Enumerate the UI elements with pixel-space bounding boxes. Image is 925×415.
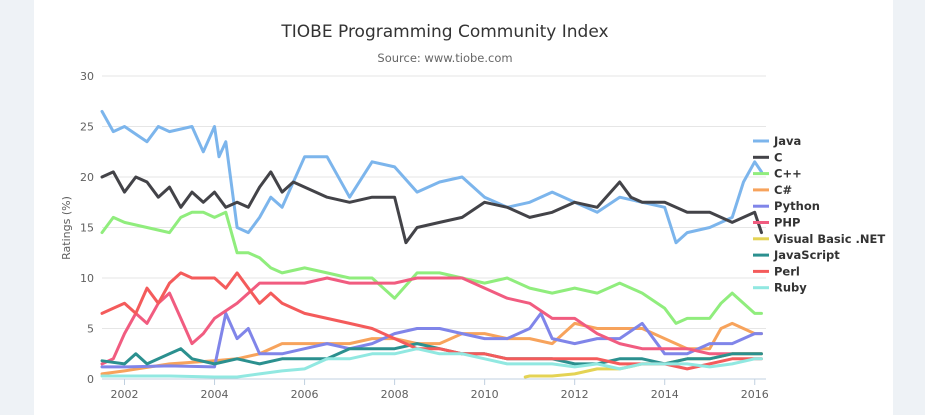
x-axis-ticks: 2002 2004 2006 2008 2010 2012 2014 2016 bbox=[102, 378, 769, 401]
legend-label: C# bbox=[774, 183, 792, 197]
chart-card: TIOBE Programming Community Index Source… bbox=[34, 0, 893, 415]
x-tick-label: 2004 bbox=[201, 388, 229, 401]
y-axis-label: Ratings (%) bbox=[60, 196, 73, 260]
legend-item-python[interactable]: Python bbox=[753, 199, 820, 213]
legend: Java C C++ C# Python PHP Visual Basic .NET Java… bbox=[753, 134, 885, 295]
legend-label: Ruby bbox=[774, 281, 807, 295]
y-tick-label: 20 bbox=[80, 171, 94, 184]
x-tick-label: 2006 bbox=[291, 388, 319, 401]
x-tick-label: 2008 bbox=[381, 388, 409, 401]
legend-label: Visual Basic .NET bbox=[774, 232, 885, 246]
legend-item-perl[interactable]: Perl bbox=[753, 264, 800, 278]
series-line-javascript[interactable] bbox=[100, 342, 763, 366]
legend-item-visual-basic-net[interactable]: Visual Basic .NET bbox=[753, 232, 885, 246]
series-line-ruby[interactable] bbox=[100, 347, 763, 379]
series-line-java[interactable] bbox=[100, 109, 763, 245]
y-axis-ticks: 0 5 10 15 20 25 30 bbox=[80, 70, 94, 386]
chart-title: TIOBE Programming Community Index bbox=[280, 22, 608, 42]
legend-label: JavaScript bbox=[773, 248, 840, 262]
x-tick-label: 2002 bbox=[111, 388, 139, 401]
y-tick-label: 30 bbox=[80, 70, 94, 83]
series-line-c[interactable] bbox=[100, 210, 763, 325]
y-tick-label: 15 bbox=[80, 222, 94, 235]
legend-item-c[interactable]: C++ bbox=[753, 167, 802, 181]
x-tick-label: 2016 bbox=[741, 388, 769, 401]
x-tick-label: 2010 bbox=[471, 388, 499, 401]
legend-label: C++ bbox=[774, 167, 802, 181]
series-line-python[interactable] bbox=[100, 311, 763, 369]
x-tick-label: 2014 bbox=[651, 388, 679, 401]
plot-area bbox=[100, 109, 763, 379]
chart-subtitle: Source: www.tiobe.com bbox=[377, 51, 512, 65]
legend-item-php[interactable]: PHP bbox=[753, 216, 800, 230]
legend-item-javascript[interactable]: JavaScript bbox=[753, 248, 840, 262]
x-tick-label: 2012 bbox=[561, 388, 589, 401]
legend-item-java[interactable]: Java bbox=[753, 134, 801, 148]
legend-label: PHP bbox=[774, 216, 800, 230]
y-tick-label: 10 bbox=[80, 272, 94, 285]
legend-label: Python bbox=[774, 199, 820, 213]
series-line-php[interactable] bbox=[100, 276, 763, 366]
y-tick-label: 5 bbox=[87, 323, 94, 336]
legend-item-c[interactable]: C bbox=[753, 150, 782, 164]
legend-label: C bbox=[774, 150, 782, 164]
series-line-perl[interactable] bbox=[100, 271, 763, 371]
legend-label: Perl bbox=[774, 264, 800, 278]
y-tick-label: 0 bbox=[87, 373, 94, 386]
y-tick-label: 25 bbox=[80, 121, 94, 134]
legend-item-ruby[interactable]: Ruby bbox=[753, 281, 807, 295]
chart-svg: TIOBE Programming Community Index Source… bbox=[60, 22, 885, 401]
legend-label: Java bbox=[773, 134, 801, 148]
series-line-c[interactable] bbox=[100, 170, 763, 245]
legend-item-c[interactable]: C# bbox=[753, 183, 792, 197]
